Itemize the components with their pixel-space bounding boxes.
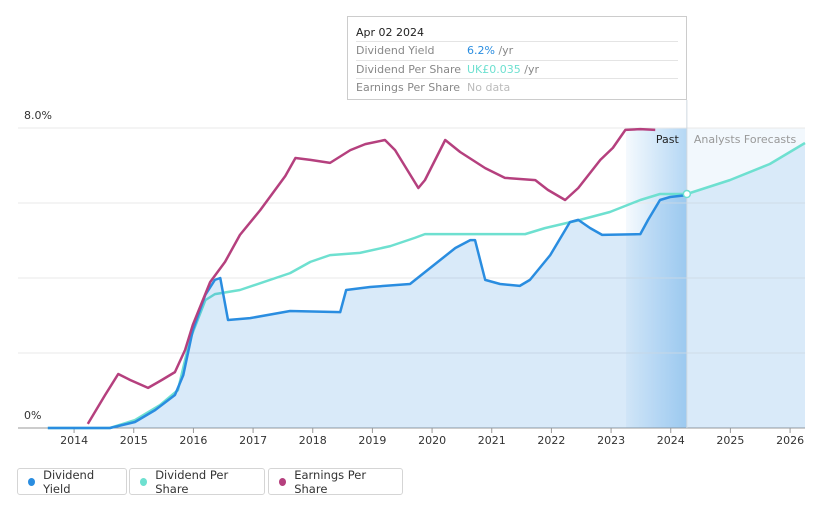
tooltip-key: Dividend Per Share (356, 62, 462, 76)
tooltip-key: Dividend Yield (356, 44, 435, 58)
tooltip-value: 6.2% (467, 44, 495, 58)
forecast-label: Analysts Forecasts (694, 133, 797, 146)
series-line (86, 127, 656, 425)
hover-marker (682, 189, 692, 199)
tooltip-row: Dividend Per Share UK£0.035 /yr (356, 59, 678, 79)
forecast-area (686, 143, 805, 428)
tooltip-unit: /yr (498, 44, 514, 58)
x-tick-label: 2014 (60, 434, 88, 447)
x-tick-label: 2026 (776, 434, 804, 447)
y-tick-label: 0% (24, 409, 41, 422)
x-tick-label: 2019 (358, 434, 386, 447)
legend-item[interactable]: Dividend Yield (17, 467, 127, 496)
x-tick-label: 2024 (657, 434, 685, 447)
legend-label: Dividend Per Share (155, 467, 229, 496)
legend-item[interactable]: Dividend Per Share (129, 467, 265, 496)
x-tick-label: 2020 (418, 434, 446, 447)
tooltip-key: Earnings Per Share (356, 81, 461, 95)
x-tick-label: 2023 (597, 434, 625, 447)
x-tick-label: 2025 (716, 434, 744, 447)
y-tick-label: 8.0% (24, 109, 52, 122)
x-tick-label: 2021 (478, 434, 506, 447)
tooltip-value: No data (467, 81, 511, 95)
x-tick-label: 2017 (239, 434, 267, 447)
x-tick-label: 2016 (179, 434, 207, 447)
legend-label: Earnings Per Share (294, 467, 367, 496)
legend-swatch (28, 477, 36, 486)
x-tick-label: 2022 (537, 434, 565, 447)
tooltip: Apr 02 2024 Dividend Yield 6.2% /yr Divid… (347, 16, 687, 100)
legend-item[interactable]: Earnings Per Share (268, 467, 403, 496)
x-tick-label: 2015 (120, 434, 148, 447)
tooltip-unit: /yr (524, 62, 540, 76)
legend-swatch (140, 477, 148, 486)
tooltip-value: UK£0.035 (467, 62, 521, 76)
tooltip-date: Apr 02 2024 (356, 25, 425, 39)
legend-swatch (279, 477, 287, 486)
series-line (47, 193, 687, 430)
tooltip-row: Earnings Per Share No data (356, 78, 678, 97)
tooltip-row: Dividend Yield 6.2% /yr (356, 41, 678, 60)
x-tick-label: 2018 (299, 434, 327, 447)
area (47, 195, 687, 428)
legend-label: Dividend Yield (43, 467, 95, 496)
past-label: Past (656, 133, 680, 146)
